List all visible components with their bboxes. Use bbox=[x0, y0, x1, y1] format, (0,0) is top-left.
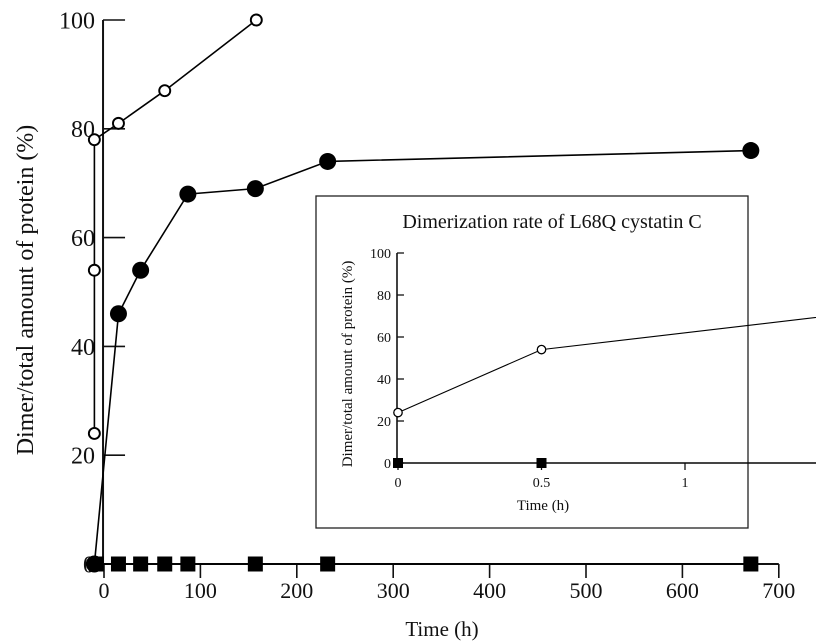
main-chart: 0204060801000100200300400500600700 Time … bbox=[13, 8, 795, 641]
inset-title: Dimerization rate of L68Q cystatin C bbox=[402, 211, 701, 233]
main-x-tick-label: 400 bbox=[473, 578, 506, 603]
main-series bbox=[85, 13, 760, 573]
inset-y-tick-label: 0 bbox=[384, 457, 391, 472]
main-y-tick-label: 100 bbox=[59, 8, 95, 34]
inset-x-tick-label: 0.5 bbox=[533, 476, 551, 491]
main-x-tick-label: 100 bbox=[184, 578, 217, 603]
main-data-point bbox=[247, 556, 263, 572]
main-y-axis-title: Dimer/total amount of protein (%) bbox=[13, 125, 39, 456]
inset-y-tick-label: 100 bbox=[370, 247, 391, 262]
inset-y-tick-label: 60 bbox=[377, 331, 391, 346]
main-x-tick-label: 0 bbox=[99, 578, 110, 603]
main-data-point bbox=[87, 426, 101, 440]
main-data-point bbox=[158, 84, 172, 98]
inset-data-point bbox=[393, 458, 403, 468]
main-data-point bbox=[179, 185, 197, 203]
inset-series-filled-square bbox=[393, 458, 816, 468]
main-data-point bbox=[132, 261, 150, 279]
main-y-tick-label: 60 bbox=[71, 226, 95, 252]
inset-y-axis-title: Dimer/total amount of protein (%) bbox=[340, 261, 356, 468]
main-data-point bbox=[742, 142, 760, 160]
main-data-point bbox=[88, 556, 104, 572]
main-data-point bbox=[320, 556, 336, 572]
main-data-point bbox=[319, 152, 337, 170]
main-data-point bbox=[157, 556, 173, 572]
inset-y-tick-label: 40 bbox=[377, 373, 391, 388]
main-series-filled-square bbox=[88, 556, 759, 572]
main-x-tick-label: 500 bbox=[570, 578, 603, 603]
main-x-tick-label: 200 bbox=[280, 578, 313, 603]
inset-chart: Dimerization rate of L68Q cystatin C 0 20… bbox=[315, 195, 816, 529]
inset-frame bbox=[315, 195, 749, 529]
inset-data-point bbox=[393, 407, 403, 418]
inset-y-tick-label: 20 bbox=[377, 415, 391, 430]
main-y-tick-label: 40 bbox=[71, 335, 95, 361]
main-data-point bbox=[743, 556, 759, 572]
main-axes: 0204060801000100200300400500600700 bbox=[59, 8, 795, 603]
inset-x-tick-label: 1 bbox=[682, 476, 689, 491]
main-series-line bbox=[93, 19, 257, 434]
main-data-point bbox=[180, 556, 196, 572]
main-x-tick-label: 300 bbox=[377, 578, 410, 603]
main-series-open-circle bbox=[87, 13, 263, 440]
main-x-axis-title: Time (h) bbox=[405, 617, 478, 641]
inset-series-open-circle bbox=[393, 316, 816, 418]
inset-x-axis-title: Time (h) bbox=[517, 498, 569, 514]
main-data-point bbox=[109, 305, 127, 323]
main-data-point bbox=[87, 133, 101, 147]
inset-y-tick-label: 80 bbox=[377, 289, 391, 304]
main-data-point bbox=[246, 180, 264, 198]
main-x-tick-label: 700 bbox=[762, 578, 795, 603]
main-data-point bbox=[133, 556, 149, 572]
main-data-point bbox=[110, 556, 126, 572]
main-data-point bbox=[249, 13, 263, 27]
main-y-tick-label: 20 bbox=[71, 444, 95, 470]
inset-series bbox=[393, 316, 816, 468]
inset-data-point bbox=[536, 344, 547, 355]
main-x-tick-label: 600 bbox=[666, 578, 699, 603]
inset-x-tick-label: 0 bbox=[395, 476, 402, 491]
main-data-point bbox=[111, 116, 125, 130]
main-data-point bbox=[87, 263, 101, 277]
inset-data-point bbox=[536, 458, 547, 468]
